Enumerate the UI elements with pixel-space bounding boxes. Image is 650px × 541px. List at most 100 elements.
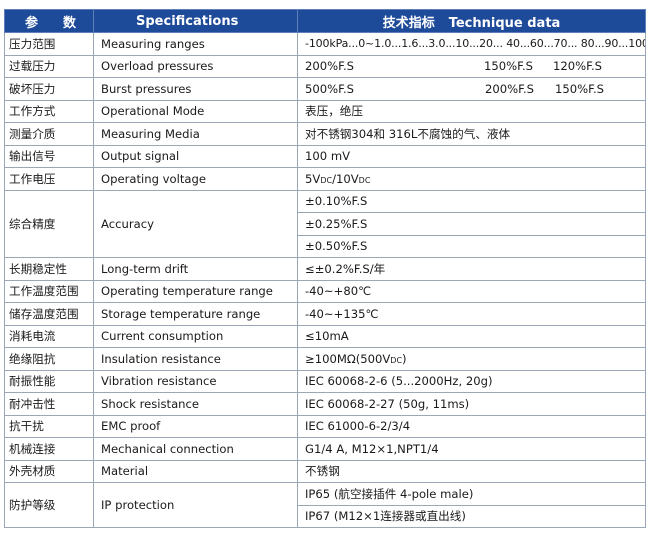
row-emc: 抗干扰 EMC proof IEC 61000-6-2/3/4 [4,414,646,438]
param-zh: 工作方式 [4,99,94,123]
param-zh: 破坏压力 [4,77,94,101]
value-1: 200%F.S [305,59,354,74]
param-en: Accuracy [93,189,298,258]
param-en: Material [93,459,298,483]
header-technique-data: 技术指标 Technique data [297,9,646,33]
param-zh: 长期稳定性 [4,257,94,281]
param-zh: 测量介质 [4,122,94,146]
header-tech-zh: 技术指标 [382,15,435,31]
param-value: -100kPa...0~1.0...1.6...3.0...10...20...… [297,32,646,56]
row-ip: 防护等级 IP protection IP65 (航空接插件 4-pole ma… [4,482,646,528]
voltage-value-a: 5V [305,171,321,186]
spec-table: 参 数 Specifications 技术指标 Technique data 压力… [4,9,646,528]
row-voltage: 工作电压 Operating voltage 5VDC/10VDC [4,167,646,191]
param-value: IEC 61000-6-2/3/4 [297,414,646,438]
param-value: 200%F.S 150%F.S 120%F.S [297,54,646,78]
row-insulation: 绝缘阻抗 Insulation resistance ≥100MΩ(500VDC… [4,347,646,371]
row-drift: 长期稳定性 Long-term drift ≤±0.2%F.S/年 [4,257,646,281]
value-2: 150%F.S [484,59,533,74]
param-value: -40~+135℃ [297,302,646,326]
param-value: ≤10mA [297,324,646,348]
row-material: 外壳材质 Material 不锈钢 [4,459,646,483]
voltage-sub-a: DC [320,175,333,185]
param-zh: 外壳材质 [4,459,94,483]
param-value: 对不锈钢304和 316L不腐蚀的气、液体 [297,122,646,146]
value-3: 120%F.S [553,59,602,74]
insulation-sub: DC [390,355,403,365]
value-2: 200%F.S [485,81,534,96]
row-mechanical: 机械连接 Mechanical connection G1/4 A, M12×1… [4,437,646,461]
param-en: Burst pressures [93,77,298,101]
param-value: ≥100MΩ(500VDC) [297,347,646,371]
accuracy-value: ±0.10%F.S [297,189,646,213]
param-zh: 输出信号 [4,144,94,168]
param-en: Output signal [93,144,298,168]
header-tech-en: Technique data [448,15,561,31]
param-value: IEC 60068-2-6 (5...2000Hz, 20g) [297,369,646,393]
value-3: 150%F.S [555,81,604,96]
param-zh: 压力范围 [4,32,94,56]
param-en: Operating temperature range [93,279,298,303]
param-en: Operational Mode [93,99,298,123]
voltage-value-b: /10V [332,171,359,186]
row-vibration: 耐振性能 Vibration resistance IEC 60068-2-6 … [4,369,646,393]
param-value: IEC 60068-2-27 (50g, 11ms) [297,392,646,416]
param-zh: 储存温度范围 [4,302,94,326]
row-ip-2: IP67 (M12×1连接器或直出线) [5,504,646,528]
param-en: Vibration resistance [93,369,298,393]
row-op-temp: 工作温度范围 Operating temperature range -40~+… [4,279,646,303]
param-value: ≤±0.2%F.S/年 [297,257,646,281]
row-pressure-range: 压力范围 Measuring ranges -100kPa...0~1.0...… [4,32,646,56]
value-1: 500%F.S [305,81,354,96]
param-en: Long-term drift [93,257,298,281]
param-zh: 绝缘阻抗 [4,347,94,371]
param-zh: 抗干扰 [4,414,94,438]
param-zh: 防护等级 [4,482,94,528]
row-accuracy: 综合精度 Accuracy ±0.10%F.S [4,189,646,258]
param-en: Measuring ranges [93,32,298,56]
param-value: -40~+80℃ [297,279,646,303]
param-zh: 工作电压 [4,167,94,191]
param-en: Operating voltage [93,167,298,191]
param-value: 100 mV [297,144,646,168]
param-en: Shock resistance [93,392,298,416]
param-zh: 耐冲击性 [4,392,94,416]
param-en: Mechanical connection [93,437,298,461]
param-zh: 工作温度范围 [4,279,94,303]
param-value: 500%F.S 200%F.S 150%F.S [297,77,646,101]
row-overload: 过载压力 Overload pressures 200%F.S 150%F.S 12… [4,54,646,78]
insulation-close: ) [402,351,407,366]
row-burst: 破坏压力 Burst pressures 500%F.S 200%F.S 150%F… [4,77,646,101]
ip-value: IP67 (M12×1连接器或直出线) [297,504,646,528]
param-en: EMC proof [93,414,298,438]
header-specifications: Specifications [93,9,298,33]
row-storage-temp: 储存温度范围 Storage temperature range -40~+13… [4,302,646,326]
row-current: 消耗电流 Current consumption ≤10mA [4,324,646,348]
header-param: 参 数 [4,9,94,33]
voltage-sub-b: DC [358,175,371,185]
param-zh: 机械连接 [4,437,94,461]
param-value: 5VDC/10VDC [297,167,646,191]
param-en: Insulation resistance [93,347,298,371]
row-shock: 耐冲击性 Shock resistance IEC 60068-2-27 (50… [4,392,646,416]
accuracy-value: ±0.25%F.S [297,212,646,236]
param-zh: 综合精度 [4,189,94,258]
accuracy-value: ±0.50%F.S [297,234,646,258]
row-accuracy-2: ±0.25%F.S [5,212,646,236]
param-en: IP protection [93,482,298,528]
header-row: 参 数 Specifications 技术指标 Technique data [4,9,646,33]
param-value: 不锈钢 [297,459,646,483]
param-zh: 过载压力 [4,54,94,78]
row-media: 测量介质 Measuring Media 对不锈钢304和 316L不腐蚀的气、… [4,122,646,146]
param-en: Overload pressures [93,54,298,78]
param-en: Measuring Media [93,122,298,146]
param-value: G1/4 A, M12×1,NPT1/4 [297,437,646,461]
param-en: Storage temperature range [93,302,298,326]
row-mode: 工作方式 Operational Mode 表压，绝压 [4,99,646,123]
insulation-value: ≥100MΩ(500V [305,351,391,366]
ip-value: IP65 (航空接插件 4-pole male) [297,482,646,506]
param-en: Current consumption [93,324,298,348]
row-output: 输出信号 Output signal 100 mV [4,144,646,168]
param-zh: 耐振性能 [4,369,94,393]
param-zh: 消耗电流 [4,324,94,348]
